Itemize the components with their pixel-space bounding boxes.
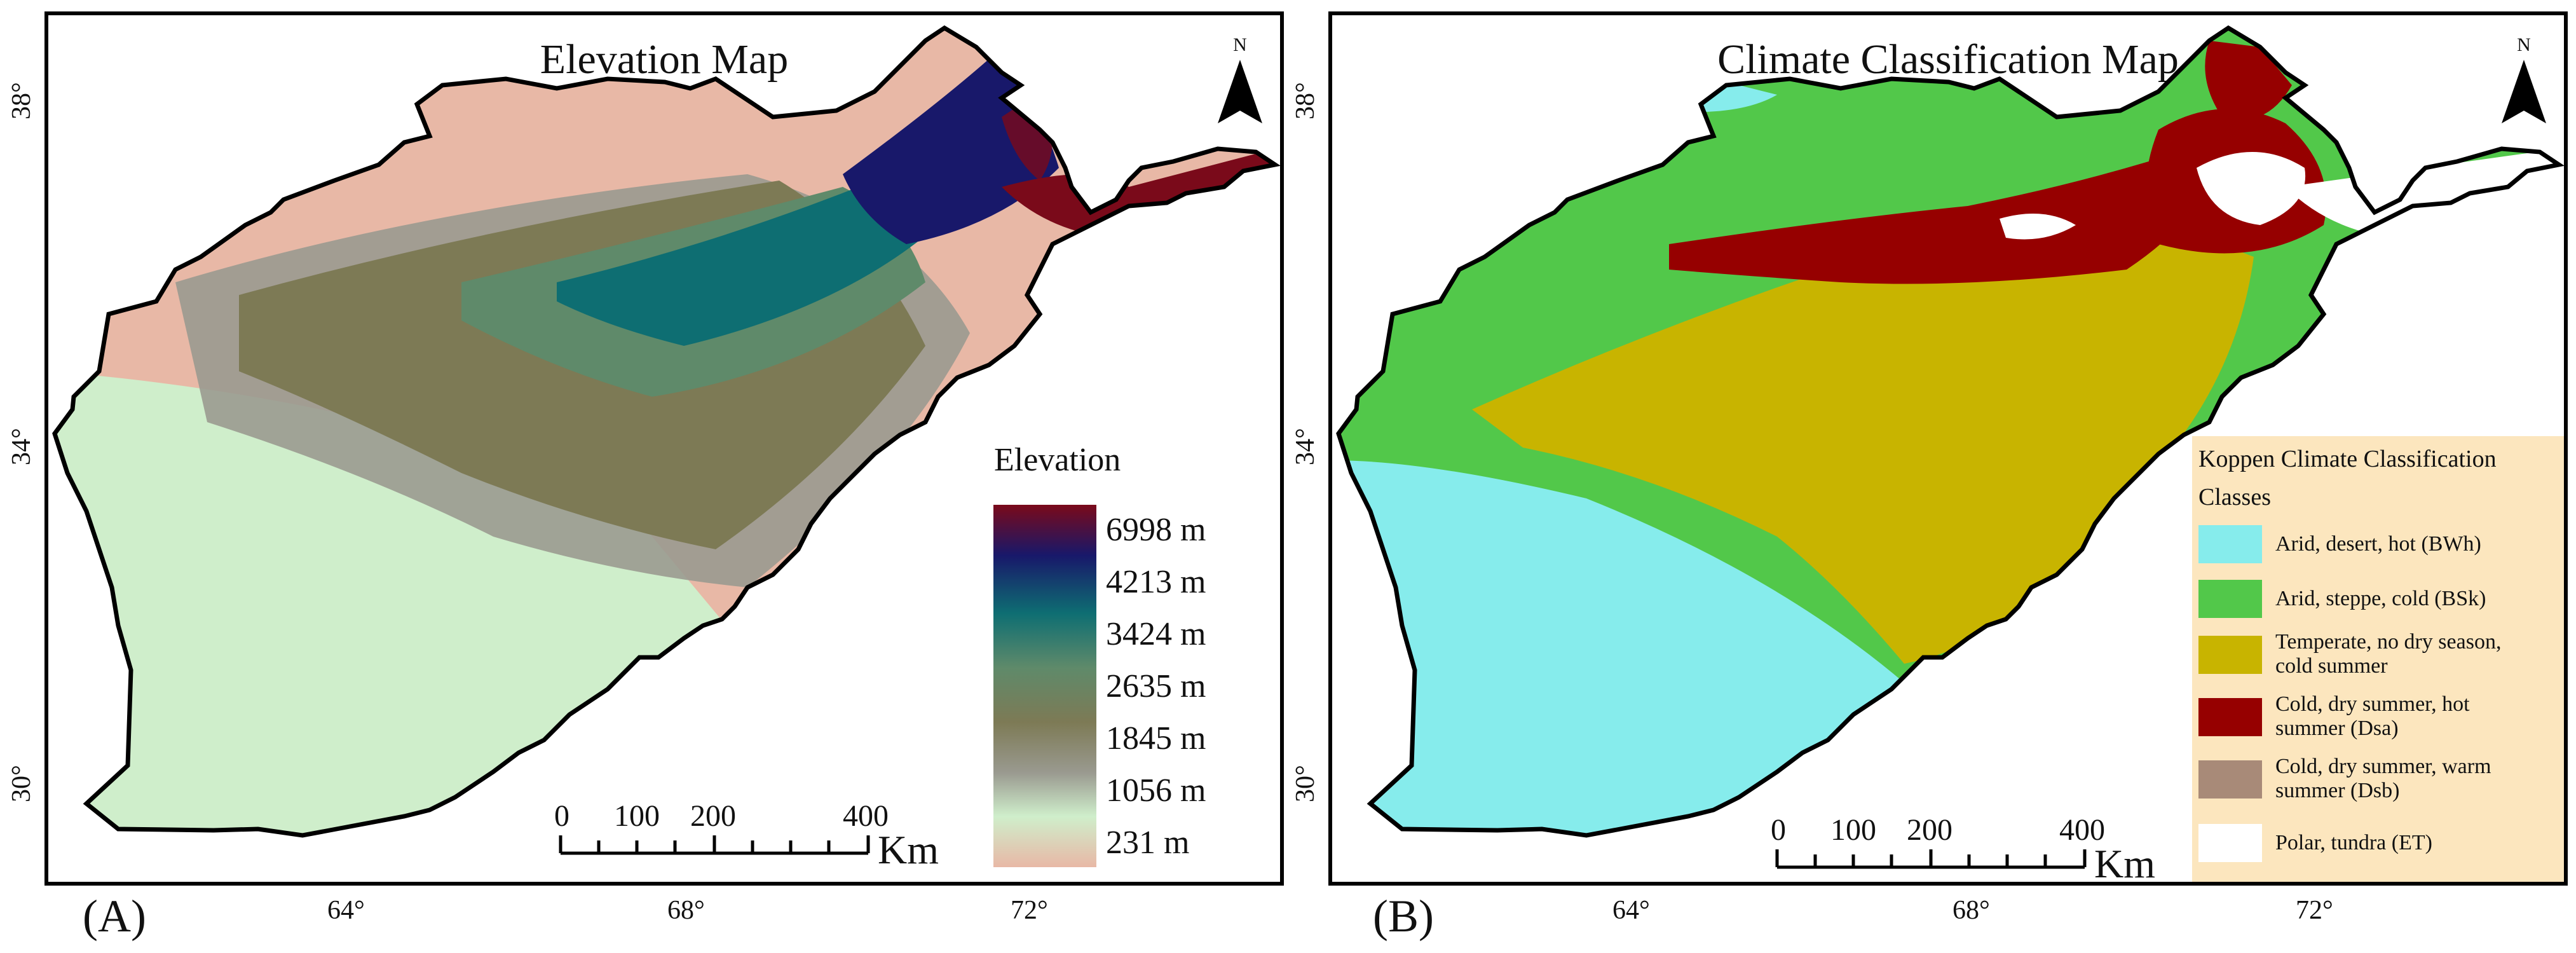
climate-legend-title: Koppen Climate Classification xyxy=(2198,446,2497,472)
north-arrow-icon xyxy=(1218,60,1262,123)
y-tick-label: 34° xyxy=(7,428,36,465)
y-tick-label: 30° xyxy=(7,765,36,802)
scalebar-number: 400 xyxy=(843,799,889,833)
scalebar-a xyxy=(559,835,870,855)
legend-swatch-bwh xyxy=(2198,525,2262,563)
legend-label-bwh: Arid, desert, hot (BWh) xyxy=(2275,532,2481,556)
scalebar-b xyxy=(1775,849,2087,869)
scalebar-number: 400 xyxy=(2059,813,2105,847)
legend-swatch-et xyxy=(2198,824,2262,862)
legend-swatch-temperate xyxy=(2198,636,2262,674)
y-tick-label: 30° xyxy=(1291,765,1320,802)
ramp-label: 4213 m xyxy=(1106,564,1206,600)
elevation-legend-title: Elevation xyxy=(994,442,1121,478)
legend-label-temperate: Temperate, no dry season, xyxy=(2275,630,2502,654)
y-tick-label: 38° xyxy=(7,82,36,120)
scalebar-number: 200 xyxy=(1907,813,1952,847)
ramp-label: 1056 m xyxy=(1106,772,1206,809)
climate-map-title: Climate Classification Map xyxy=(1717,36,2179,83)
legend-label-et: Polar, tundra (ET) xyxy=(2275,831,2432,854)
scalebar-number: 0 xyxy=(554,799,569,833)
panel-label-b: (B) xyxy=(1373,891,1434,942)
x-tick-label: 68° xyxy=(667,896,705,925)
x-tick-label: 68° xyxy=(1952,896,1990,925)
legend-label-dsb-2: summer (Dsb) xyxy=(2275,779,2400,802)
elevation-map-panel: Elevation Map N xyxy=(44,11,1284,886)
north-label-b: N xyxy=(2517,34,2531,55)
ramp-label: 3424 m xyxy=(1106,616,1206,652)
legend-label-bsk: Arid, steppe, cold (BSk) xyxy=(2275,587,2486,610)
ramp-label: 231 m xyxy=(1106,825,1190,861)
y-tick-label: 34° xyxy=(1291,428,1320,465)
scalebar-unit: Km xyxy=(2094,841,2155,886)
ramp-label: 6998 m xyxy=(1106,512,1206,548)
scalebar-unit: Km xyxy=(878,827,939,872)
legend-swatch-dsb xyxy=(2198,760,2262,799)
x-tick-label: 64° xyxy=(327,896,365,925)
legend-label-dsa: Cold, dry summer, hot xyxy=(2275,692,2470,716)
x-tick-label: 64° xyxy=(1612,896,1650,925)
scalebar-number: 200 xyxy=(690,799,736,833)
legend-label-dsb: Cold, dry summer, warm xyxy=(2275,755,2491,778)
country-boundary-b xyxy=(1336,25,2564,838)
ramp-label: 2635 m xyxy=(1106,668,1206,704)
country-boundary-a xyxy=(52,25,1280,838)
north-arrow-a: N xyxy=(1211,34,1269,133)
north-label-a: N xyxy=(1233,34,1247,55)
scalebar-number: 0 xyxy=(1771,813,1786,847)
north-arrow-b: N xyxy=(2495,34,2552,133)
elevation-map-canvas xyxy=(52,25,1280,867)
legend-label-dsa-2: summer (Dsa) xyxy=(2275,716,2399,740)
north-arrow-icon xyxy=(2502,60,2546,123)
legend-label-temperate-2: cold summer xyxy=(2275,654,2388,678)
legend-swatch-bsk xyxy=(2198,580,2262,618)
panel-label-a: (A) xyxy=(83,891,146,942)
climate-map-panel: Climate Classification Map N xyxy=(1328,11,2568,886)
ramp-label: 1845 m xyxy=(1106,720,1206,757)
y-tick-label: 38° xyxy=(1291,82,1320,120)
elevation-color-ramp xyxy=(993,505,1096,867)
scalebar-number: 100 xyxy=(1830,813,1876,847)
legend-swatch-dsa xyxy=(2198,698,2262,736)
x-tick-label: 72° xyxy=(2296,896,2333,925)
scalebar-number: 100 xyxy=(614,799,660,833)
x-tick-label: 72° xyxy=(1011,896,1048,925)
climate-legend-subtitle: Classes xyxy=(2198,484,2271,511)
elevation-map-title: Elevation Map xyxy=(540,36,789,83)
